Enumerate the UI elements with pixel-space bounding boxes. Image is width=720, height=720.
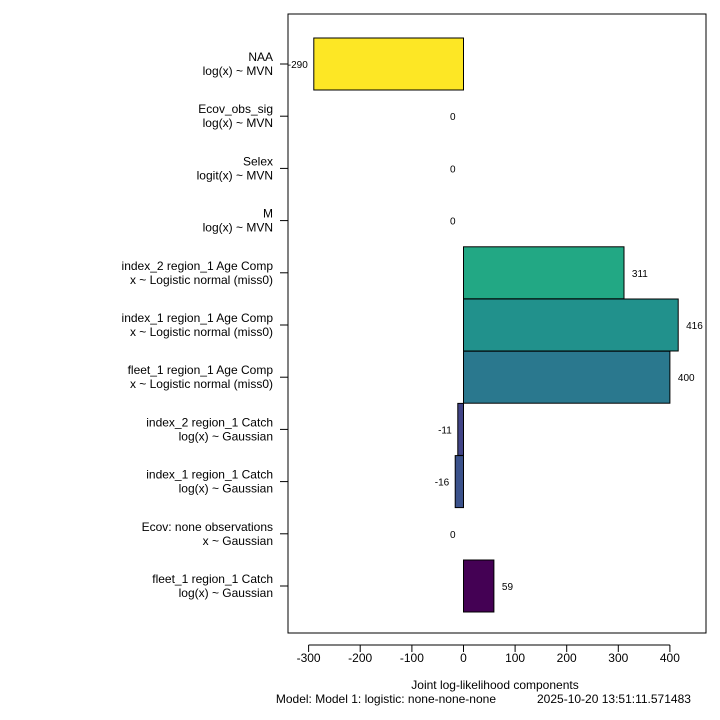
x-tick-label: -300	[297, 651, 321, 665]
bar	[463, 246, 625, 300]
x-tick-label: 0	[460, 651, 467, 665]
category-sublabel: log(x) ~ MVN	[203, 221, 273, 235]
bar	[457, 402, 464, 456]
footer-timestamp: 2025-10-20 13:51:11.571483	[537, 692, 691, 706]
data-label: -11	[438, 425, 452, 436]
category-sublabel: log(x) ~ Gaussian	[179, 429, 273, 443]
data-label: 0	[450, 530, 456, 541]
category-sublabel: x ~ Logistic normal (miss0)	[130, 273, 273, 287]
data-label: 311	[632, 269, 648, 280]
category-label: Ecov: none observations	[142, 520, 273, 534]
x-tick-label: 100	[505, 651, 525, 665]
bar	[463, 298, 679, 352]
footer-model: Model: Model 1: logistic: none-none-none	[276, 692, 496, 706]
x-tick-label: -200	[348, 651, 372, 665]
data-label: -290	[288, 60, 308, 71]
category-label: index_2 region_1 Catch	[146, 415, 273, 429]
category-label: NAA	[248, 50, 273, 64]
x-tick-label: 200	[557, 651, 577, 665]
category-sublabel: x ~ Gaussian	[203, 534, 273, 548]
data-label: 0	[450, 112, 456, 123]
x-tick-label: 400	[660, 651, 680, 665]
category-sublabel: log(x) ~ Gaussian	[179, 482, 273, 496]
category-sublabel: log(x) ~ MVN	[203, 116, 273, 130]
bar	[463, 559, 495, 613]
x-tick-label: 300	[608, 651, 628, 665]
data-label: -16	[435, 478, 450, 489]
category-label: index_2 region_1 Age Comp	[122, 259, 274, 273]
category-label: Selex	[243, 154, 273, 168]
data-label: 59	[502, 582, 514, 593]
category-sublabel: x ~ Logistic normal (miss0)	[130, 325, 273, 339]
category-label: M	[263, 207, 273, 221]
bars-layer: -290 0 0 0 311 416 400 -11 -16 0 59	[288, 37, 703, 613]
category-sublabel: x ~ Logistic normal (miss0)	[130, 377, 273, 391]
x-tick-label: -100	[400, 651, 424, 665]
x-axis: -300 -200 -100 0 100 200 300 400	[297, 644, 680, 665]
data-label: 416	[686, 321, 703, 332]
bar	[313, 37, 464, 91]
category-label: fleet_1 region_1 Age Comp	[128, 363, 274, 377]
data-label: 400	[678, 373, 695, 384]
category-sublabel: log(x) ~ MVN	[203, 64, 273, 78]
bar	[454, 455, 465, 509]
category-label: index_1 region_1 Age Comp	[122, 311, 274, 325]
category-label: index_1 region_1 Catch	[146, 468, 273, 482]
category-sublabel: log(x) ~ Gaussian	[179, 586, 273, 600]
data-label: 0	[450, 164, 456, 175]
plot-frame	[287, 13, 707, 634]
category-sublabel: logit(x) ~ MVN	[197, 168, 273, 182]
category-label: Ecov_obs_sig	[198, 102, 273, 116]
category-label: fleet_1 region_1 Catch	[152, 572, 273, 586]
x-axis-label: Joint log-likelihood components	[411, 678, 578, 692]
bar	[463, 350, 671, 404]
data-label: 0	[450, 217, 456, 228]
